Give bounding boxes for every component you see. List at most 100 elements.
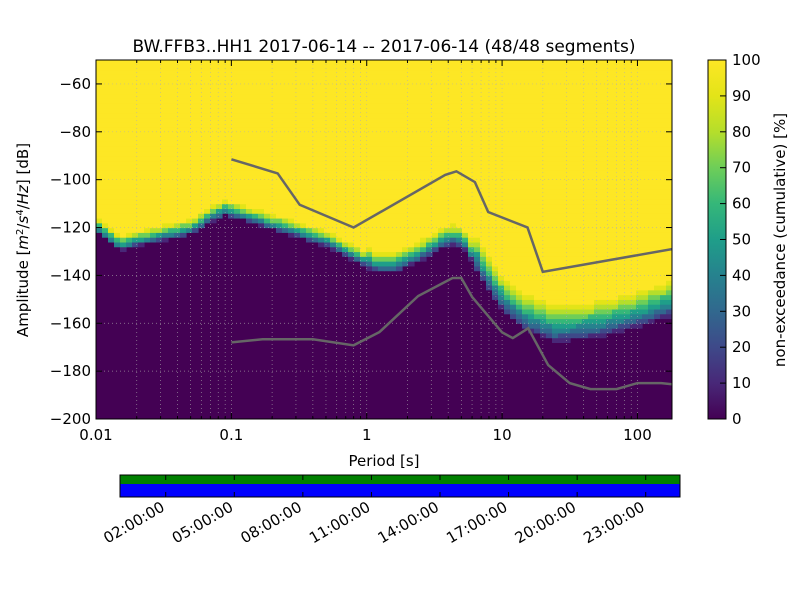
- heatmap-cell: [606, 222, 613, 229]
- heatmap-cell: [558, 127, 565, 133]
- heatmap-cell: [474, 241, 481, 248]
- heatmap-cell: [606, 141, 613, 147]
- heatmap-cell: [660, 79, 667, 85]
- heatmap-cell: [348, 60, 355, 66]
- heatmap-cell: [330, 237, 337, 243]
- heatmap-cell: [156, 112, 163, 119]
- heatmap-cell: [144, 227, 151, 233]
- heatmap-cell: [108, 127, 115, 133]
- heatmap-cell: [564, 261, 571, 267]
- heatmap-cell: [390, 155, 397, 162]
- heatmap-cell: [492, 251, 499, 257]
- heatmap-cell: [624, 246, 631, 253]
- heatmap-cell: [594, 160, 601, 166]
- heatmap-cell: [648, 74, 655, 80]
- heatmap-cell: [132, 222, 139, 229]
- heatmap-cell: [168, 127, 175, 133]
- heatmap-cell: [660, 275, 667, 281]
- heatmap-cell: [420, 189, 427, 195]
- heatmap-cell: [474, 103, 481, 109]
- heatmap-cell: [234, 213, 241, 219]
- heatmap-cell: [624, 265, 631, 272]
- heatmap-cell: [534, 241, 541, 248]
- heatmap-cell: [132, 208, 139, 214]
- heatmap-cell: [504, 165, 511, 171]
- heatmap-cell: [384, 107, 391, 114]
- heatmap-cell: [666, 160, 672, 166]
- heatmap-cell: [120, 246, 127, 253]
- heatmap-cell: [180, 194, 187, 200]
- y-axis-label-part: m: [14, 235, 32, 250]
- heatmap-cell: [258, 194, 265, 200]
- heatmap-cell: [540, 308, 547, 315]
- heatmap-cell: [378, 170, 385, 176]
- heatmap-cell: [516, 103, 523, 109]
- heatmap-cell: [198, 83, 205, 90]
- heatmap-cell: [252, 79, 259, 85]
- heatmap-cell: [564, 270, 571, 276]
- heatmap-cell: [540, 170, 547, 176]
- heatmap-cell: [438, 107, 445, 114]
- heatmap-cell: [468, 256, 475, 262]
- heatmap-cell: [654, 83, 661, 90]
- heatmap-cell: [342, 131, 349, 138]
- heatmap-cell: [480, 127, 487, 133]
- heatmap-cell: [438, 155, 445, 162]
- heatmap-cell: [564, 241, 571, 248]
- heatmap-cell: [336, 208, 343, 214]
- heatmap-cell: [426, 179, 433, 186]
- x-axis: 0.01 0.1 1 10 100: [79, 60, 652, 444]
- heatmap-cell: [534, 122, 541, 128]
- heatmap-cell: [522, 146, 529, 152]
- heatmap-cell: [594, 117, 601, 123]
- heatmap-cell: [492, 64, 499, 71]
- heatmap-cell: [426, 165, 433, 171]
- heatmap-cell: [636, 189, 643, 195]
- heatmap-cell: [204, 131, 211, 138]
- heatmap-cell: [624, 131, 631, 138]
- heatmap-cell: [312, 184, 319, 190]
- heatmap-cell: [246, 141, 253, 147]
- heatmap-cell: [420, 217, 427, 224]
- heatmap-cell: [132, 79, 139, 85]
- heatmap-cell: [594, 155, 601, 162]
- heatmap-cell: [642, 270, 649, 276]
- heatmap-cell: [552, 165, 559, 171]
- heatmap-cell: [468, 74, 475, 80]
- heatmap-cell: [456, 155, 463, 162]
- heatmap-cell: [294, 179, 301, 186]
- heatmap-cell: [594, 93, 601, 99]
- heatmap-cell: [258, 69, 265, 75]
- heatmap-cell: [252, 155, 259, 162]
- heatmap-cell: [156, 146, 163, 152]
- heatmap-cell: [600, 150, 607, 157]
- heatmap-cell: [462, 165, 469, 171]
- heatmap-cell: [180, 117, 187, 123]
- heatmap-cell: [606, 198, 613, 205]
- heatmap-cell: [102, 203, 109, 209]
- heatmap-cell: [408, 174, 415, 181]
- heatmap-cell: [666, 79, 672, 85]
- heatmap-cell: [174, 88, 181, 95]
- heatmap-cell: [528, 93, 535, 99]
- heatmap-cell: [264, 194, 271, 200]
- heatmap-cell: [606, 246, 613, 253]
- heatmap-cell: [102, 155, 109, 162]
- heatmap-cell: [618, 79, 625, 85]
- heatmap-cell: [414, 246, 421, 253]
- heatmap-cell: [636, 122, 643, 128]
- heatmap-cell: [624, 241, 631, 248]
- heatmap-cell: [390, 213, 397, 219]
- heatmap-cell: [636, 203, 643, 209]
- heatmap-cell: [384, 203, 391, 209]
- heatmap-cell: [474, 232, 481, 238]
- heatmap-cell: [180, 60, 187, 66]
- heatmap-cell: [594, 122, 601, 128]
- heatmap-cell: [120, 179, 127, 186]
- heatmap-cell: [324, 60, 331, 66]
- heatmap-cell: [576, 141, 583, 147]
- heatmap-cell: [480, 170, 487, 176]
- heatmap-cell: [516, 227, 523, 233]
- heatmap-cell: [462, 117, 469, 123]
- heatmap-cell: [252, 170, 259, 176]
